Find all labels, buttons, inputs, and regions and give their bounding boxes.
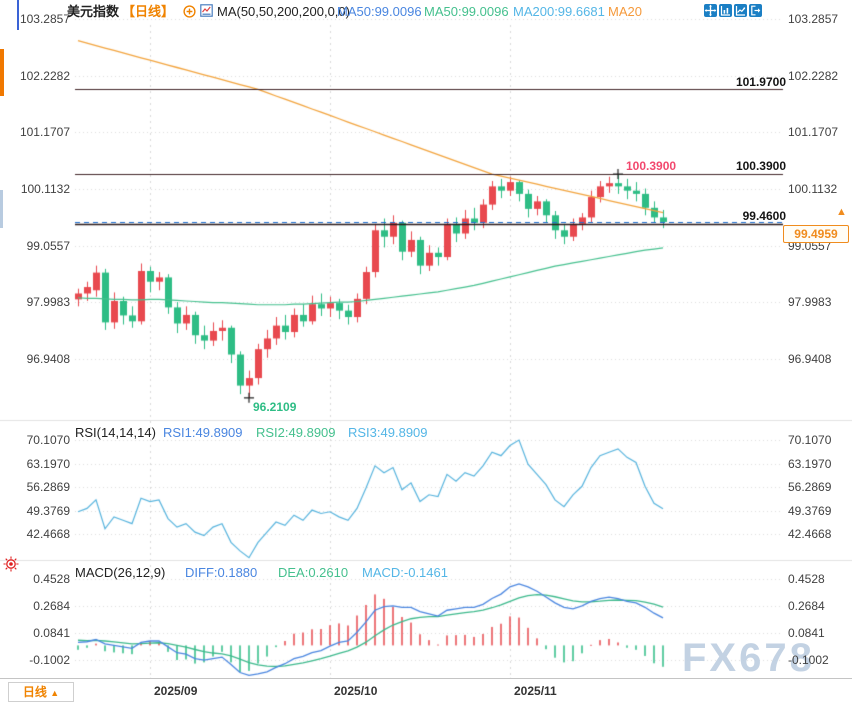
ma-settings-label: MA(50,50,200,200,0,0) [217, 4, 350, 19]
macd-value-label: MACD:-0.1461 [362, 565, 448, 580]
macd-name-label: MACD(26,12,9) [75, 565, 166, 580]
swing-high-label: 100.3900 [626, 159, 677, 173]
time-axis-month-label: 2025/11 [514, 684, 557, 698]
chart-header: 美元指数 【日线】 MA(50,50,200,200,0,0) MA50:99.… [0, 0, 852, 24]
macd-axis-label: 0.2684 [788, 599, 825, 613]
price-axis-label: 100.1132 [20, 182, 70, 196]
price-axis-label: 99.0557 [26, 239, 70, 253]
macd-axis-label: -0.1002 [29, 653, 70, 667]
time-axis-month-label: 2025/10 [334, 684, 378, 698]
support-level-label: 99.4600 [742, 209, 786, 223]
price-axis-label: 99.0557 [788, 239, 832, 253]
price-up-arrow-icon: ▲ [836, 206, 847, 218]
alert-target-icon[interactable] [3, 556, 19, 572]
rsi-axis-label: 70.1070 [788, 433, 832, 447]
rsi2-value-label: RSI2:49.8909 [256, 425, 336, 440]
price-axis-label: 101.1707 [788, 125, 839, 139]
price-axis-label: 100.1132 [788, 182, 838, 196]
rsi1-value-label: RSI1:49.8909 [163, 425, 243, 440]
rsi-name-label: RSI(14,14,14) [75, 425, 156, 440]
price-axis-label: 97.9983 [26, 295, 70, 309]
macd-axis-label: 0.4528 [788, 572, 825, 586]
rsi3-value-label: RSI3:49.8909 [348, 425, 428, 440]
instrument-title: 美元指数 [67, 4, 120, 19]
rsi-axis-label: 56.2869 [26, 480, 70, 494]
price-axis-label: 103.2857 [788, 12, 839, 26]
chart-trend-icon[interactable] [734, 4, 747, 17]
diff-value-label: DIFF:0.1880 [185, 565, 258, 580]
price-axis-label: 101.1707 [19, 125, 70, 139]
rsi-axis-label: 70.1070 [26, 433, 70, 447]
ma50-value-label: MA50:99.0096 [337, 4, 422, 19]
price-axis-label: 96.9408 [788, 352, 832, 366]
price-axis-label: 103.2857 [19, 12, 70, 26]
macd-axis-label: 0.0841 [788, 626, 825, 640]
edge-stripe-orange [0, 49, 4, 96]
rsi-axis-label: 42.4668 [788, 527, 832, 541]
period-button-label: 日线 [22, 685, 47, 699]
macd-axis-label: 0.4528 [33, 572, 70, 586]
swing-low-label: 96.2109 [253, 400, 297, 414]
chart-type-icon[interactable] [200, 4, 213, 17]
chevron-up-icon: ▲ [50, 688, 60, 698]
resistance-level-label: 101.9700 [735, 75, 786, 89]
rsi-axis-label: 56.2869 [788, 480, 832, 494]
price-axis-label: 96.9408 [26, 352, 70, 366]
macd-axis-label: 0.2684 [33, 599, 70, 613]
rsi-axis-label: 63.1970 [26, 457, 70, 471]
ma20-label: MA20 [608, 4, 642, 19]
watermark: FX678 [682, 636, 815, 680]
price-axis-label: 97.9983 [788, 295, 832, 309]
ma200-value-label: MA200:99.6681 [513, 4, 605, 19]
period-tag: 【日线】 [122, 4, 175, 19]
rsi-axis-label: 49.3769 [26, 504, 70, 518]
edge-stripe-blue [0, 190, 3, 228]
axis-scale-icon[interactable] [719, 4, 732, 17]
dea-value-label: DEA:0.2610 [278, 565, 349, 580]
macd-axis-label: -0.1002 [788, 653, 829, 667]
last-price-tag: 99.4959 [783, 225, 849, 243]
price-axis-label: 102.2282 [788, 69, 839, 83]
period-select-button[interactable]: 日线 ▲ [8, 682, 74, 702]
edge-artifact [17, 0, 19, 30]
price-axis-label: 102.2282 [19, 69, 70, 83]
exit-chart-icon[interactable] [749, 4, 762, 17]
macd-axis-label: 0.0841 [33, 626, 70, 640]
pan-move-icon[interactable] [704, 4, 717, 17]
rsi-axis-label: 42.4668 [26, 527, 70, 541]
time-axis-bar: 日线 ▲ 2025/09 2025/10 2025/11 [0, 678, 852, 702]
time-axis-month-label: 2025/09 [154, 684, 198, 698]
ma50b-value-label: MA50:99.0096 [424, 4, 509, 19]
high-level-label: 100.3900 [735, 159, 786, 173]
rsi-axis-label: 63.1970 [788, 457, 832, 471]
rsi-axis-label: 49.3769 [788, 504, 832, 518]
add-indicator-icon[interactable] [183, 5, 196, 18]
